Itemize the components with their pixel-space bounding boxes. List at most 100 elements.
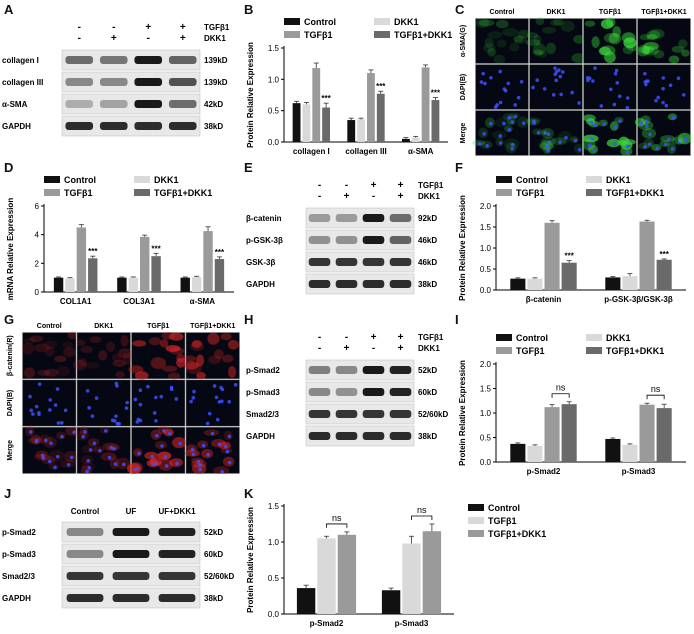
y-tick-label: 0.5 — [268, 574, 280, 583]
blot-band — [362, 432, 385, 440]
x-tick-label: p-Smad2 — [527, 467, 561, 476]
treatment-sign: - — [372, 343, 375, 354]
blot-band — [158, 594, 196, 602]
protein-label: p-Smad2 — [2, 528, 36, 537]
bar-tgf-1-sma — [421, 67, 430, 142]
protein-label: collagen I — [2, 56, 39, 65]
bar-control-collagen-i — [292, 103, 301, 142]
legend-swatch-dkk1 — [134, 176, 150, 183]
micro-column-label: TGFβ1+DKK1 — [641, 9, 686, 16]
kd-label: 52kD — [418, 366, 437, 375]
blot-band — [335, 388, 358, 396]
blot-band — [65, 78, 94, 86]
micro-column-label: Control — [490, 9, 515, 16]
legend-label-tgf-1: TGFβ1 — [516, 188, 545, 198]
panel-label-d: D — [4, 160, 14, 175]
treatment-sign: + — [145, 22, 151, 33]
legend-label-tgf-1: TGFβ1 — [304, 30, 333, 40]
significance-label: ns — [417, 505, 427, 515]
treatment-sign: - — [318, 191, 321, 202]
blot-band — [168, 56, 197, 64]
x-tick-label: p-Smad3 — [622, 467, 656, 476]
treatment-sign: + — [111, 33, 117, 44]
kd-label: 139kD — [204, 56, 228, 65]
bar-tgf-1-dkk1-col1a1 — [88, 258, 98, 292]
bar-control-col1a1 — [53, 277, 64, 292]
micro-row-label: β-catenin(R) — [7, 335, 14, 376]
y-tick-label: 1.5 — [268, 44, 280, 53]
blot-strip — [305, 359, 415, 381]
kd-label: 60kD — [204, 550, 223, 559]
bar-dkk1-p-smad3 — [622, 444, 638, 462]
x-tick-label: collagen I — [293, 147, 330, 156]
protein-label: p-Smad2 — [246, 366, 280, 375]
blot-strip — [61, 93, 201, 115]
legend-label-control: Control — [64, 175, 96, 185]
blot-band — [112, 594, 150, 602]
panel-label-f: F — [455, 160, 463, 175]
panel-label-e: E — [244, 160, 253, 175]
kd-label: 139kD — [204, 78, 228, 87]
legend-swatch-tgf-1-dkk1 — [586, 189, 602, 196]
treatment-label: TGFβ1 — [204, 23, 230, 32]
protein-label: p-GSK-3β — [246, 236, 283, 245]
y-tick-label: 0.5 — [268, 107, 280, 116]
bar-chart-b: Control DKK1 TGFβ1 TGFβ1+DKK1 0.0 0.5 1.0 1.5 Pr… — [246, 17, 452, 156]
blot-strip — [305, 229, 415, 251]
bar-tgf-1-dkk1-p-smad3 — [656, 408, 672, 462]
treatment-sign: - — [318, 180, 321, 191]
micro-column-label: Control — [37, 323, 62, 330]
blot-band — [362, 214, 385, 222]
protein-label: p-Smad3 — [2, 550, 36, 559]
blot-strip — [61, 71, 201, 93]
protein-label: α-SMA — [2, 100, 28, 109]
bar-tgf-1-collagen-iii — [367, 73, 375, 142]
microscopy-grid-g: Control DKK1 TGFβ1 TGFβ1+DKK1 β-catenin(R) DA… — [7, 323, 240, 474]
legend-swatch-control — [496, 334, 512, 341]
micro-image — [22, 332, 77, 380]
blot-band — [362, 410, 385, 418]
legend-label-dkk1: DKK1 — [154, 175, 179, 185]
treatment-sign: - — [147, 33, 150, 44]
y-axis-label: Protein Relative Expression — [458, 360, 467, 466]
bar-dkk1-sma — [411, 137, 420, 142]
legend-swatch-tgf-1 — [468, 517, 484, 524]
blot-strip — [61, 49, 201, 71]
micro-image — [637, 18, 691, 64]
bar-dkk1-collagen-i — [302, 104, 311, 142]
blot-band — [99, 78, 128, 86]
blot-band — [66, 594, 104, 602]
bar-tgf-1-dkk1-collagen-iii — [376, 93, 385, 142]
protein-label: GAPDH — [2, 594, 31, 603]
panel-label-i: I — [455, 312, 459, 327]
panel-label-g: G — [4, 312, 15, 327]
legend-label-control: Control — [488, 503, 520, 513]
legend-swatch-tgf-1 — [496, 347, 512, 354]
micro-row-label: Merge — [7, 440, 14, 461]
treatment-sign: - — [345, 180, 348, 191]
blot-band — [66, 550, 104, 558]
panel-label-a: A — [4, 2, 14, 17]
blot-band — [158, 572, 196, 580]
bar-tgf-1-catenin — [544, 222, 560, 290]
bar-control-p-gsk-3-gsk-3 — [605, 277, 621, 290]
bar-control-sma — [401, 138, 410, 142]
treatment-sign: - — [372, 191, 375, 202]
blot-band — [389, 258, 412, 266]
blot-band — [134, 56, 163, 64]
micro-image — [185, 379, 240, 427]
protein-label: GAPDH — [246, 432, 275, 441]
y-tick-label: 1.0 — [268, 75, 280, 84]
legend-swatch-tgf-1 — [44, 189, 60, 196]
kd-label: 38kD — [204, 594, 223, 603]
treatment-sign: - — [112, 22, 115, 33]
micro-row-label: DAPI(B) — [460, 74, 467, 100]
bar-dkk1-sma — [191, 276, 202, 292]
y-tick-label: 4 — [35, 231, 40, 240]
blot-band — [112, 572, 150, 580]
blot-strip — [305, 403, 415, 425]
blot-band — [308, 280, 331, 288]
bar-tgf-1-dkk1-catenin — [561, 262, 577, 290]
y-tick-label: 0.0 — [268, 138, 280, 147]
blot-band — [389, 236, 412, 244]
